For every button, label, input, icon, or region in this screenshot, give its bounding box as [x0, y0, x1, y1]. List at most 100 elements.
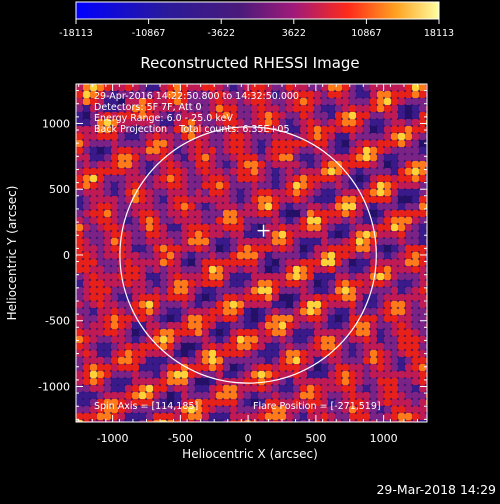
- heatmap-cell: [370, 357, 377, 364]
- heatmap-cell: [251, 413, 258, 420]
- heatmap-cell: [83, 140, 90, 147]
- heatmap-cell: [363, 91, 370, 98]
- heatmap-cell: [223, 252, 230, 259]
- heatmap-cell: [286, 154, 293, 161]
- heatmap-cell: [118, 287, 125, 294]
- heatmap-cell: [286, 168, 293, 175]
- heatmap-cell: [272, 217, 279, 224]
- heatmap-cell: [300, 259, 307, 266]
- heatmap-cell: [153, 182, 160, 189]
- heatmap-cell: [160, 315, 167, 322]
- heatmap-cell: [328, 98, 335, 105]
- heatmap-cell: [209, 224, 216, 231]
- heatmap-cell: [90, 357, 97, 364]
- heatmap-cell: [272, 210, 279, 217]
- heatmap-cell: [251, 392, 258, 399]
- x-tick-label: 0: [245, 432, 252, 445]
- heatmap-cell: [195, 182, 202, 189]
- heatmap-cell: [412, 203, 419, 210]
- heatmap-cell: [293, 399, 300, 406]
- heatmap-cell: [160, 294, 167, 301]
- heatmap-cell: [83, 105, 90, 112]
- heatmap-cell: [111, 420, 118, 422]
- heatmap-cell: [251, 406, 258, 413]
- heatmap-cell: [398, 238, 405, 245]
- heatmap-cell: [405, 119, 412, 126]
- heatmap-cell: [237, 196, 244, 203]
- heatmap-cell: [216, 105, 223, 112]
- heatmap-cell: [174, 350, 181, 357]
- heatmap-cell: [153, 105, 160, 112]
- heatmap-cell: [349, 231, 356, 238]
- heatmap-cell: [251, 364, 258, 371]
- heatmap-cell: [363, 420, 370, 422]
- heatmap-cell: [216, 343, 223, 350]
- heatmap-cell: [307, 238, 314, 245]
- heatmap-cell: [237, 210, 244, 217]
- heatmap-cell: [216, 231, 223, 238]
- heatmap-cell: [202, 364, 209, 371]
- heatmap-cell: [97, 364, 104, 371]
- heatmap-cell: [391, 336, 398, 343]
- heatmap-cell: [398, 413, 405, 420]
- heatmap-cell: [104, 413, 111, 420]
- heatmap-cell: [188, 315, 195, 322]
- heatmap-cell: [251, 322, 258, 329]
- heatmap-cell: [335, 364, 342, 371]
- heatmap-cell: [300, 105, 307, 112]
- heatmap-cell: [111, 245, 118, 252]
- heatmap-cell: [90, 210, 97, 217]
- heatmap-cell: [160, 196, 167, 203]
- heatmap-cell: [363, 140, 370, 147]
- heatmap-cell: [139, 140, 146, 147]
- heatmap-cell: [125, 357, 132, 364]
- heatmap-cell: [384, 217, 391, 224]
- heatmap-cell: [174, 119, 181, 126]
- heatmap-cell: [321, 378, 328, 385]
- heatmap-cell: [286, 329, 293, 336]
- heatmap-cell: [188, 420, 195, 422]
- heatmap-cell: [90, 259, 97, 266]
- heatmap-cell: [230, 413, 237, 420]
- heatmap-cell: [293, 119, 300, 126]
- heatmap-cell: [398, 126, 405, 133]
- heatmap-cell: [377, 371, 384, 378]
- heatmap-cell: [384, 315, 391, 322]
- heatmap-cell: [118, 336, 125, 343]
- heatmap-cell: [174, 392, 181, 399]
- heatmap-cell: [370, 322, 377, 329]
- heatmap-cell: [230, 280, 237, 287]
- heatmap-cell: [195, 210, 202, 217]
- heatmap-cell: [132, 224, 139, 231]
- heatmap-cell: [139, 308, 146, 315]
- heatmap-cell: [195, 273, 202, 280]
- heatmap-cell: [335, 399, 342, 406]
- heatmap-cell: [188, 168, 195, 175]
- heatmap-cell: [125, 140, 132, 147]
- heatmap-cell: [111, 350, 118, 357]
- heatmap-cell: [104, 175, 111, 182]
- heatmap-cell: [146, 91, 153, 98]
- heatmap-cell: [104, 406, 111, 413]
- heatmap-cell: [300, 315, 307, 322]
- heatmap-cell: [321, 287, 328, 294]
- heatmap-cell: [384, 287, 391, 294]
- heatmap-cell: [328, 364, 335, 371]
- heatmap-cell: [223, 196, 230, 203]
- heatmap-cell: [412, 91, 419, 98]
- heatmap-cell: [321, 329, 328, 336]
- heatmap-cell: [384, 273, 391, 280]
- heatmap-cell: [223, 189, 230, 196]
- heatmap-cell: [146, 175, 153, 182]
- heatmap-cell: [174, 133, 181, 140]
- heatmap-cell: [244, 210, 251, 217]
- heatmap-cell: [391, 119, 398, 126]
- heatmap-cell: [356, 217, 363, 224]
- heatmap-cell: [160, 203, 167, 210]
- heatmap-cell: [251, 378, 258, 385]
- heatmap-cell: [209, 168, 216, 175]
- info-line-time: 29-Apr-2016 14:22:50.800 to 14:32:50.000: [94, 91, 299, 102]
- heatmap-cell: [370, 231, 377, 238]
- heatmap-cell: [76, 161, 83, 168]
- heatmap-cell: [265, 252, 272, 259]
